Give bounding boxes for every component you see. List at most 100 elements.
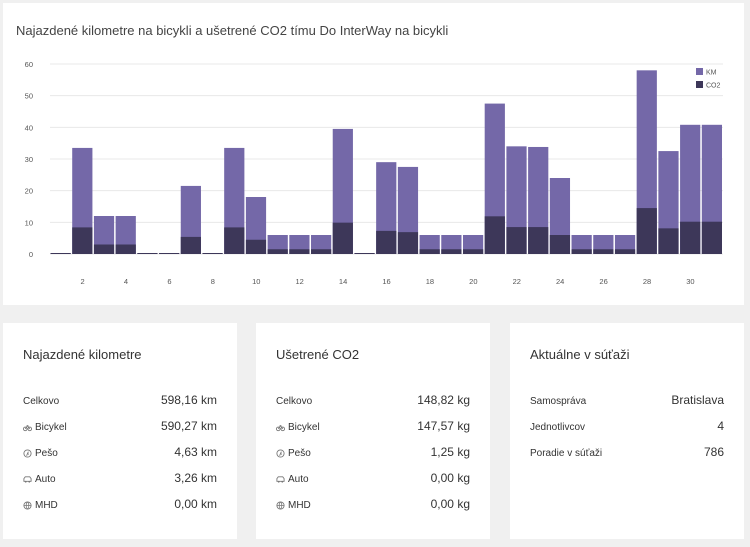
km-row-label: Auto — [35, 474, 56, 485]
bar-co2 — [397, 232, 419, 254]
chart-title: Najazdené kilometre na bicykli a ušetren… — [16, 23, 449, 38]
km-row-value: 598,16 km — [160, 393, 217, 407]
bar-co2 — [311, 249, 332, 254]
x-tick-label: 30 — [686, 277, 694, 286]
competition-card: Aktuálne v súťaži Samospráva Bratislava … — [510, 323, 744, 539]
bar-co2 — [506, 227, 527, 254]
bar-co2 — [50, 253, 71, 254]
x-tick-label: 20 — [469, 277, 477, 286]
km-row-label: Celkovo — [23, 396, 60, 407]
x-tick-label: 8 — [211, 277, 215, 286]
co2-row-mhd: MHD 0,00 kg — [276, 497, 470, 513]
co2-row-value: 0,00 kg — [430, 471, 470, 485]
bar-co2 — [462, 249, 484, 254]
chart-card: 0 10 20 30 40 50 60 2 4 6 8 10 12 14 16 18 20 22 24 26 28 30 K… — [3, 3, 744, 305]
globe-icon — [23, 501, 32, 510]
bar-co2 — [549, 235, 571, 254]
km-row-label: MHD — [35, 500, 58, 511]
km-row-value: 3,26 km — [174, 471, 217, 485]
bar-co2 — [484, 216, 505, 254]
bar-co2 — [658, 228, 679, 254]
x-tick-label: 16 — [382, 277, 390, 286]
km-row-value: 0,00 km — [174, 497, 217, 511]
bar-co2 — [159, 253, 180, 254]
globe-icon — [276, 501, 285, 510]
bar-co2 — [441, 249, 462, 254]
competition-row-value: Bratislava — [671, 393, 724, 407]
co2-card-title: Ušetrené CO2 — [276, 347, 360, 362]
competition-row-value: 4 — [717, 419, 724, 433]
legend-swatch — [696, 68, 703, 75]
bar-co2 — [72, 227, 93, 254]
bar-co2 — [528, 227, 549, 254]
car-icon — [276, 475, 285, 484]
co2-row-value: 1,25 kg — [430, 445, 470, 459]
km-row-value: 4,63 km — [174, 445, 217, 459]
x-tick-label: 4 — [124, 277, 128, 286]
competition-card-title: Aktuálne v súťaži — [530, 347, 630, 362]
co2-row-label: Auto — [288, 474, 309, 485]
km-row-value: 590,27 km — [160, 419, 217, 433]
co2-row-label: Bicykel — [288, 422, 320, 433]
y-tick-label: 50 — [25, 92, 33, 101]
bicycle-icon — [276, 423, 285, 432]
bar-co2 — [202, 253, 223, 254]
competition-row-individuals: Jednotlivcov 4 — [530, 419, 724, 435]
x-tick-label: 6 — [167, 277, 171, 286]
bar-km — [658, 151, 679, 254]
x-tick-label: 26 — [599, 277, 607, 286]
co2-row-bicycle: Bicykel 147,57 kg — [276, 419, 470, 435]
x-tick-label: 22 — [513, 277, 521, 286]
y-tick-label: 60 — [25, 60, 33, 69]
x-tick-label: 14 — [339, 277, 347, 286]
bar-co2 — [636, 208, 657, 254]
x-tick-label: 2 — [80, 277, 84, 286]
bar-co2 — [245, 239, 267, 254]
km-row-total: Celkovo 598,16 km — [23, 393, 217, 409]
walk-icon — [23, 449, 32, 458]
competition-row-value: 786 — [703, 445, 724, 459]
bar-co2 — [180, 236, 201, 254]
km-row-mhd: MHD 0,00 km — [23, 497, 217, 513]
bar-co2 — [354, 253, 375, 254]
bar-co2 — [419, 249, 440, 254]
x-tick-label: 28 — [643, 277, 651, 286]
bar-co2 — [332, 222, 353, 254]
bar-co2 — [701, 221, 722, 254]
competition-row-label: Poradie v súťaži — [530, 448, 603, 459]
co2-row-car: Auto 0,00 kg — [276, 471, 470, 487]
km-row-walk: Pešo 4,63 km — [23, 445, 217, 461]
bar-co2 — [93, 244, 115, 254]
km-card: Najazdené kilometre Celkovo 598,16 km Bi… — [3, 323, 237, 539]
co2-row-value: 148,82 kg — [417, 393, 470, 407]
km-row-bicycle: Bicykel 590,27 km — [23, 419, 217, 435]
x-tick-label: 12 — [295, 277, 303, 286]
competition-row-rank: Poradie v súťaži 786 — [530, 445, 724, 461]
co2-card: Ušetrené CO2 Celkovo 148,82 kg Bicykel 1… — [256, 323, 490, 539]
bar-co2 — [571, 249, 592, 254]
x-tick-label: 24 — [556, 277, 564, 286]
y-tick-label: 20 — [25, 187, 33, 196]
bar-co2 — [115, 244, 136, 254]
co2-row-total: Celkovo 148,82 kg — [276, 393, 470, 409]
x-tick-label: 10 — [252, 277, 260, 286]
x-tick-label: 18 — [426, 277, 434, 286]
bar-co2 — [593, 249, 614, 254]
co2-row-walk: Pešo 1,25 kg — [276, 445, 470, 461]
car-icon — [23, 475, 32, 484]
co2-row-label: Celkovo — [276, 396, 313, 407]
y-tick-label: 40 — [25, 123, 33, 132]
bar-co2 — [267, 249, 288, 254]
competition-row-label: Jednotlivcov — [530, 422, 586, 433]
y-tick-label: 10 — [25, 218, 33, 227]
bar-co2 — [289, 249, 310, 254]
km-row-label: Pešo — [35, 448, 58, 459]
co2-row-label: MHD — [288, 500, 311, 511]
km-row-car: Auto 3,26 km — [23, 471, 217, 487]
bicycle-icon — [23, 423, 32, 432]
bar-co2 — [376, 230, 397, 254]
bar-co2 — [614, 249, 636, 254]
co2-row-label: Pešo — [288, 448, 311, 459]
co2-row-value: 147,57 kg — [417, 419, 470, 433]
